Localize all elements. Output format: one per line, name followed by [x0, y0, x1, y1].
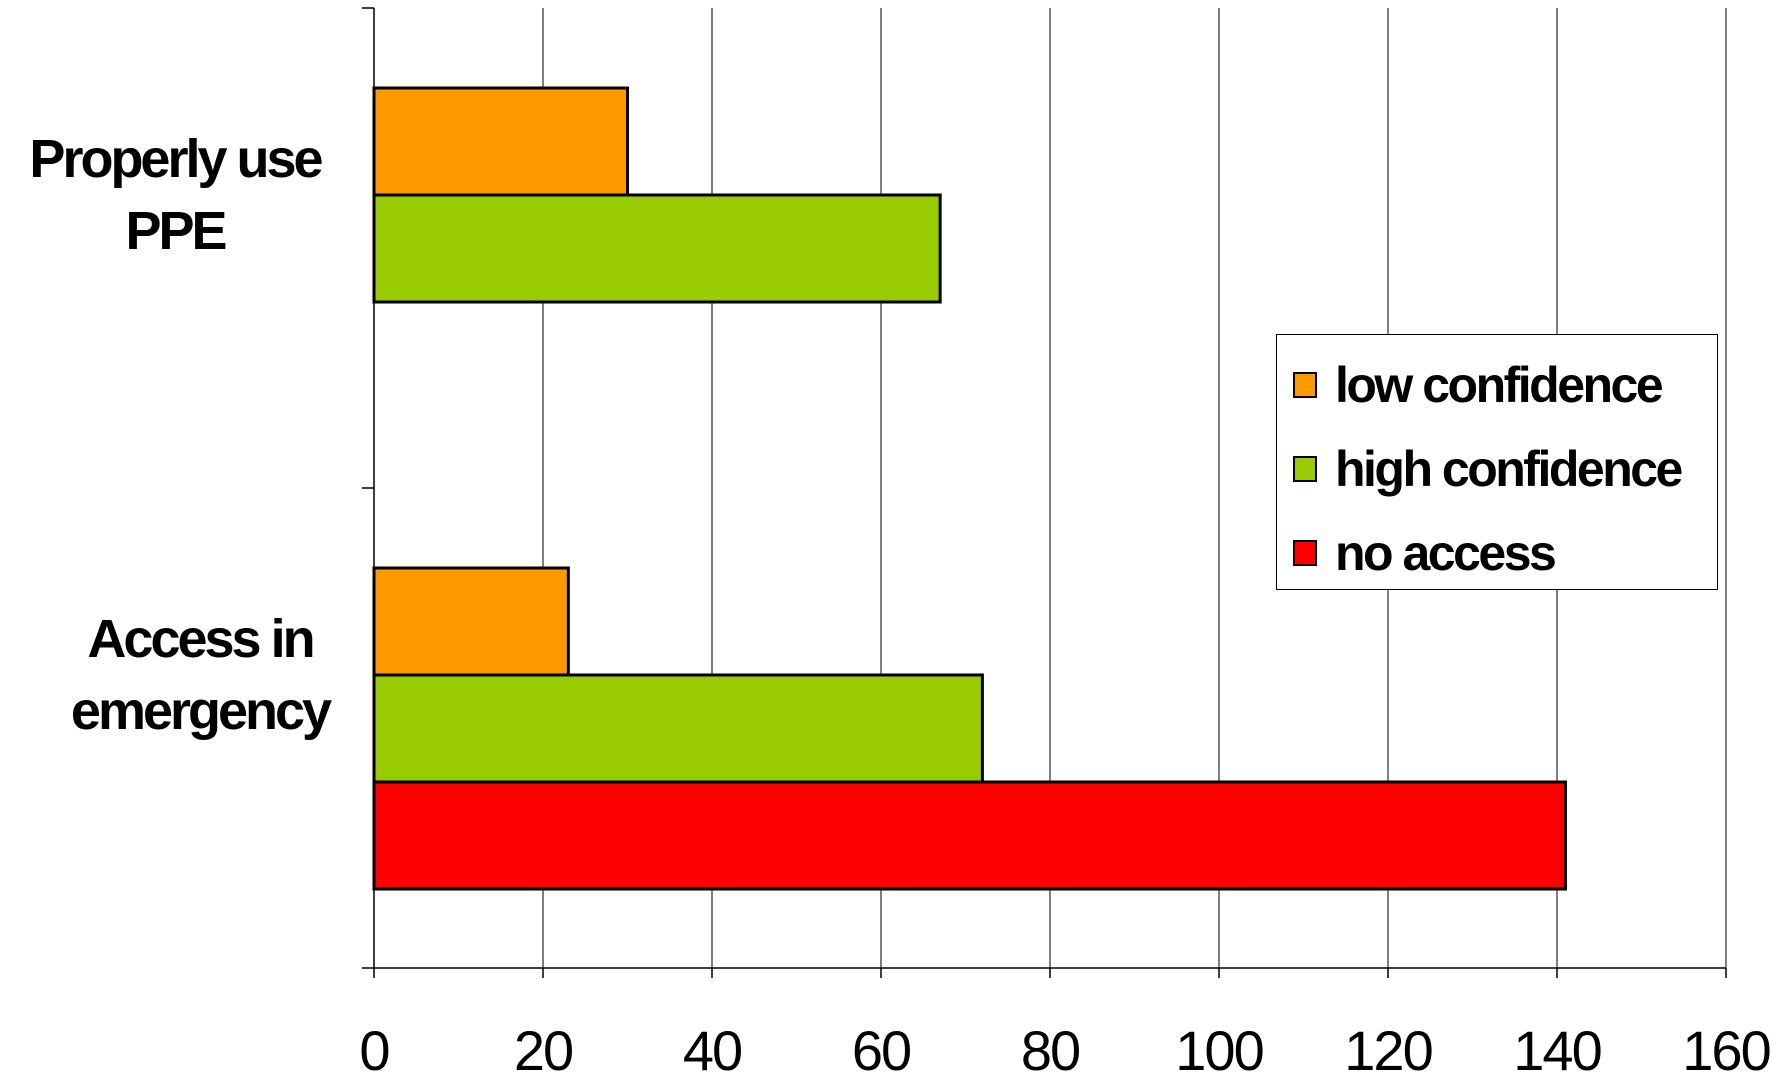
bar-high-confidence [372, 673, 984, 784]
bar-low-confidence [372, 86, 629, 197]
legend-swatch-low-confidence [1293, 372, 1317, 398]
category-label-line: Access in [87, 609, 315, 669]
x-tick-label: 80 [1021, 1019, 1079, 1074]
x-tick-label: 120 [1344, 1019, 1431, 1074]
category-label-line: Properly use [29, 129, 323, 189]
axes [362, 7, 1727, 978]
x-tick-label: 100 [1175, 1019, 1262, 1074]
x-tick-label: 60 [852, 1019, 910, 1074]
legend-item-no-access: no access [1293, 523, 1557, 583]
legend-label-no-access: no access [1335, 525, 1557, 581]
legend-swatch-no-access [1293, 540, 1317, 566]
category-label: Properly use PPE [5, 123, 345, 267]
x-tick-labels: 0 20 40 60 80 100 120 140 160 [359, 1019, 1771, 1074]
bar-no-access [372, 780, 1567, 891]
x-tick-label: 140 [1513, 1019, 1600, 1074]
x-tick-label: 0 [359, 1019, 388, 1074]
legend-label-low-confidence: low confidence [1335, 357, 1664, 413]
bar-low-confidence [372, 566, 570, 677]
x-tick-label: 20 [514, 1019, 572, 1074]
legend-swatch-high-confidence [1293, 456, 1317, 482]
bars [372, 86, 1567, 891]
legend-item-low-confidence: low confidence [1293, 355, 1664, 415]
category-label-line: emergency [70, 681, 332, 741]
legend: low confidence high confidence no access [1276, 334, 1718, 590]
legend-label-high-confidence: high confidence [1335, 441, 1683, 497]
bar-high-confidence [372, 193, 942, 304]
category-label-line: PPE [125, 201, 227, 261]
x-tick-label: 40 [683, 1019, 741, 1074]
legend-item-high-confidence: high confidence [1293, 439, 1683, 499]
x-tick-label: 160 [1682, 1019, 1769, 1074]
category-label: Access in emergency [30, 603, 370, 747]
